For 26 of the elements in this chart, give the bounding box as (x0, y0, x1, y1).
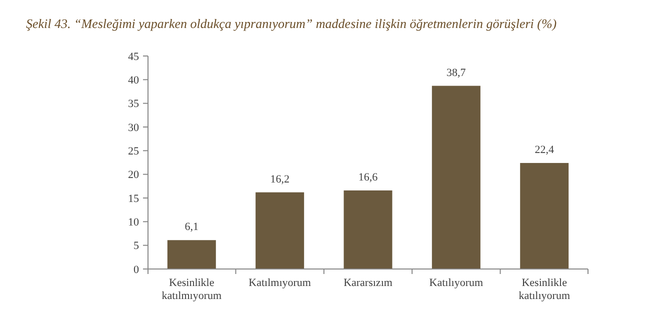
x-tick-label: Kesinlikle katılıyorum (518, 277, 570, 302)
y-tick-label: 25 (128, 146, 140, 158)
data-label: 6,1 (184, 221, 199, 234)
y-tick-label: 35 (128, 98, 140, 110)
x-tick-label: Kesinlikle katılmıyorum (162, 277, 222, 302)
bar (256, 192, 304, 269)
y-tick-label: 5 (134, 240, 140, 252)
x-tick-label: Kararsızım (344, 277, 393, 289)
bar (432, 86, 480, 269)
data-label: 38,7 (446, 66, 466, 79)
y-tick-label: 15 (128, 192, 140, 205)
y-tick-label: 0 (134, 264, 140, 276)
x-tick-label: Katılıyorum (429, 277, 484, 289)
y-tick-label: 30 (128, 122, 140, 134)
bar (167, 240, 216, 269)
data-label: 22,4 (534, 144, 554, 156)
bar (344, 190, 392, 269)
data-label: 16,2 (270, 173, 290, 186)
y-tick-label: 40 (128, 74, 140, 87)
x-tick-label: Katılmıyorum (248, 277, 312, 289)
bar (520, 162, 569, 269)
y-tick-label: 10 (128, 216, 140, 229)
y-tick-label: 45 (128, 50, 140, 63)
data-label: 16,6 (358, 171, 378, 184)
y-tick-label: 20 (128, 169, 140, 182)
chart-title: Şekil 43. “Mesleğimi yaparken oldukça yıpranıyorum” maddesine ilişkin öğretmenlerin görüşleri (%) (26, 16, 557, 31)
